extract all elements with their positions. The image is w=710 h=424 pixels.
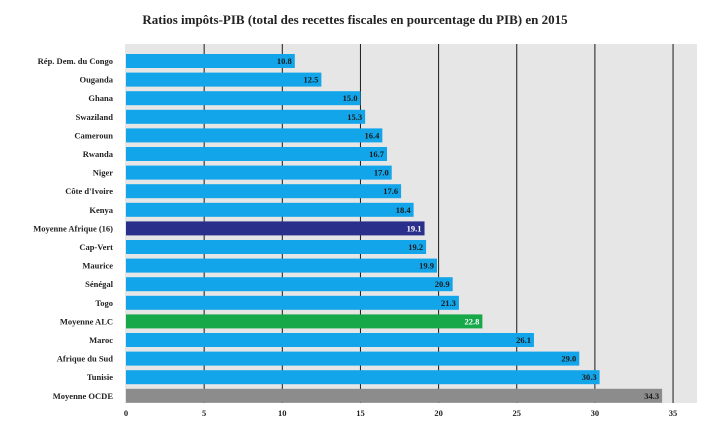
data-label: 19.1 <box>407 223 422 233</box>
category-label: Kenya <box>89 205 113 215</box>
bar <box>126 109 366 124</box>
category-label: Tunisie <box>87 372 113 382</box>
category-label: Swaziland <box>76 112 114 122</box>
data-label: 20.9 <box>435 279 450 289</box>
data-label: 16.7 <box>369 149 385 159</box>
x-tick-label: 25 <box>513 408 522 418</box>
bar <box>126 184 402 199</box>
bar <box>126 258 438 273</box>
data-label: 26.1 <box>516 335 531 345</box>
category-label: Cameroun <box>74 130 113 140</box>
data-label: 19.9 <box>419 261 434 271</box>
x-tick-label: 15 <box>356 408 365 418</box>
data-label: 30.3 <box>582 372 597 382</box>
data-label: 15.3 <box>347 112 362 122</box>
category-label: Afrique du Sud <box>57 354 113 364</box>
bar <box>126 333 534 347</box>
category-label: Ouganda <box>79 75 113 85</box>
bar <box>126 314 483 329</box>
bar <box>126 128 383 143</box>
bar <box>126 91 361 106</box>
bar <box>126 388 663 403</box>
category-label: Côte d'Ivoire <box>65 186 113 196</box>
category-label: Cap-Vert <box>79 242 113 252</box>
category-label: Moyenne OCDE <box>53 391 114 401</box>
bar <box>126 370 600 385</box>
data-label: 17.0 <box>374 168 389 178</box>
data-label: 19.2 <box>408 242 423 252</box>
category-label: Rwanda <box>83 149 114 159</box>
category-label: Maurice <box>82 261 113 271</box>
bar <box>126 202 414 217</box>
bar <box>126 72 322 87</box>
labels: 0 5 10 15 20 25 30 35 Rép. Dem. du Congo 10.8 Ouga… <box>33 56 677 418</box>
bar <box>126 54 295 68</box>
bar <box>126 240 427 254</box>
data-label: 17.6 <box>383 186 398 196</box>
x-tick-label: 20 <box>434 408 443 418</box>
bar <box>126 295 459 310</box>
category-label: Rép. Dem. du Congo <box>38 56 113 66</box>
bar <box>126 147 388 161</box>
category-label: Moyenne ALC <box>60 316 113 326</box>
bars <box>126 54 663 403</box>
data-label: 29.0 <box>561 354 576 364</box>
x-tick-label: 30 <box>591 408 600 418</box>
category-label: Maroc <box>89 335 113 345</box>
chart-title: Ratios impôts-PIB (total des recettes fi… <box>142 12 568 27</box>
bar <box>126 165 392 180</box>
data-label: 21.3 <box>441 298 456 308</box>
category-label: Ghana <box>88 93 113 103</box>
data-label: 22.8 <box>464 316 479 326</box>
data-label: 10.8 <box>277 56 292 66</box>
data-label: 34.3 <box>644 391 659 401</box>
bar <box>126 221 425 236</box>
bar <box>126 277 453 292</box>
category-label: Niger <box>93 168 114 178</box>
category-label: Togo <box>95 298 113 308</box>
x-tick-label: 35 <box>669 408 678 418</box>
data-label: 12.5 <box>304 75 319 85</box>
x-tick-label: 5 <box>202 408 206 418</box>
x-tick-label: 10 <box>278 408 287 418</box>
x-tick-label: 0 <box>124 408 128 418</box>
category-label: Sénégal <box>85 279 114 289</box>
data-label: 16.4 <box>364 130 380 140</box>
category-label: Moyenne Afrique (16) <box>33 223 113 233</box>
data-label: 15.0 <box>343 93 358 103</box>
data-label: 18.4 <box>396 205 412 215</box>
bar <box>126 351 580 366</box>
